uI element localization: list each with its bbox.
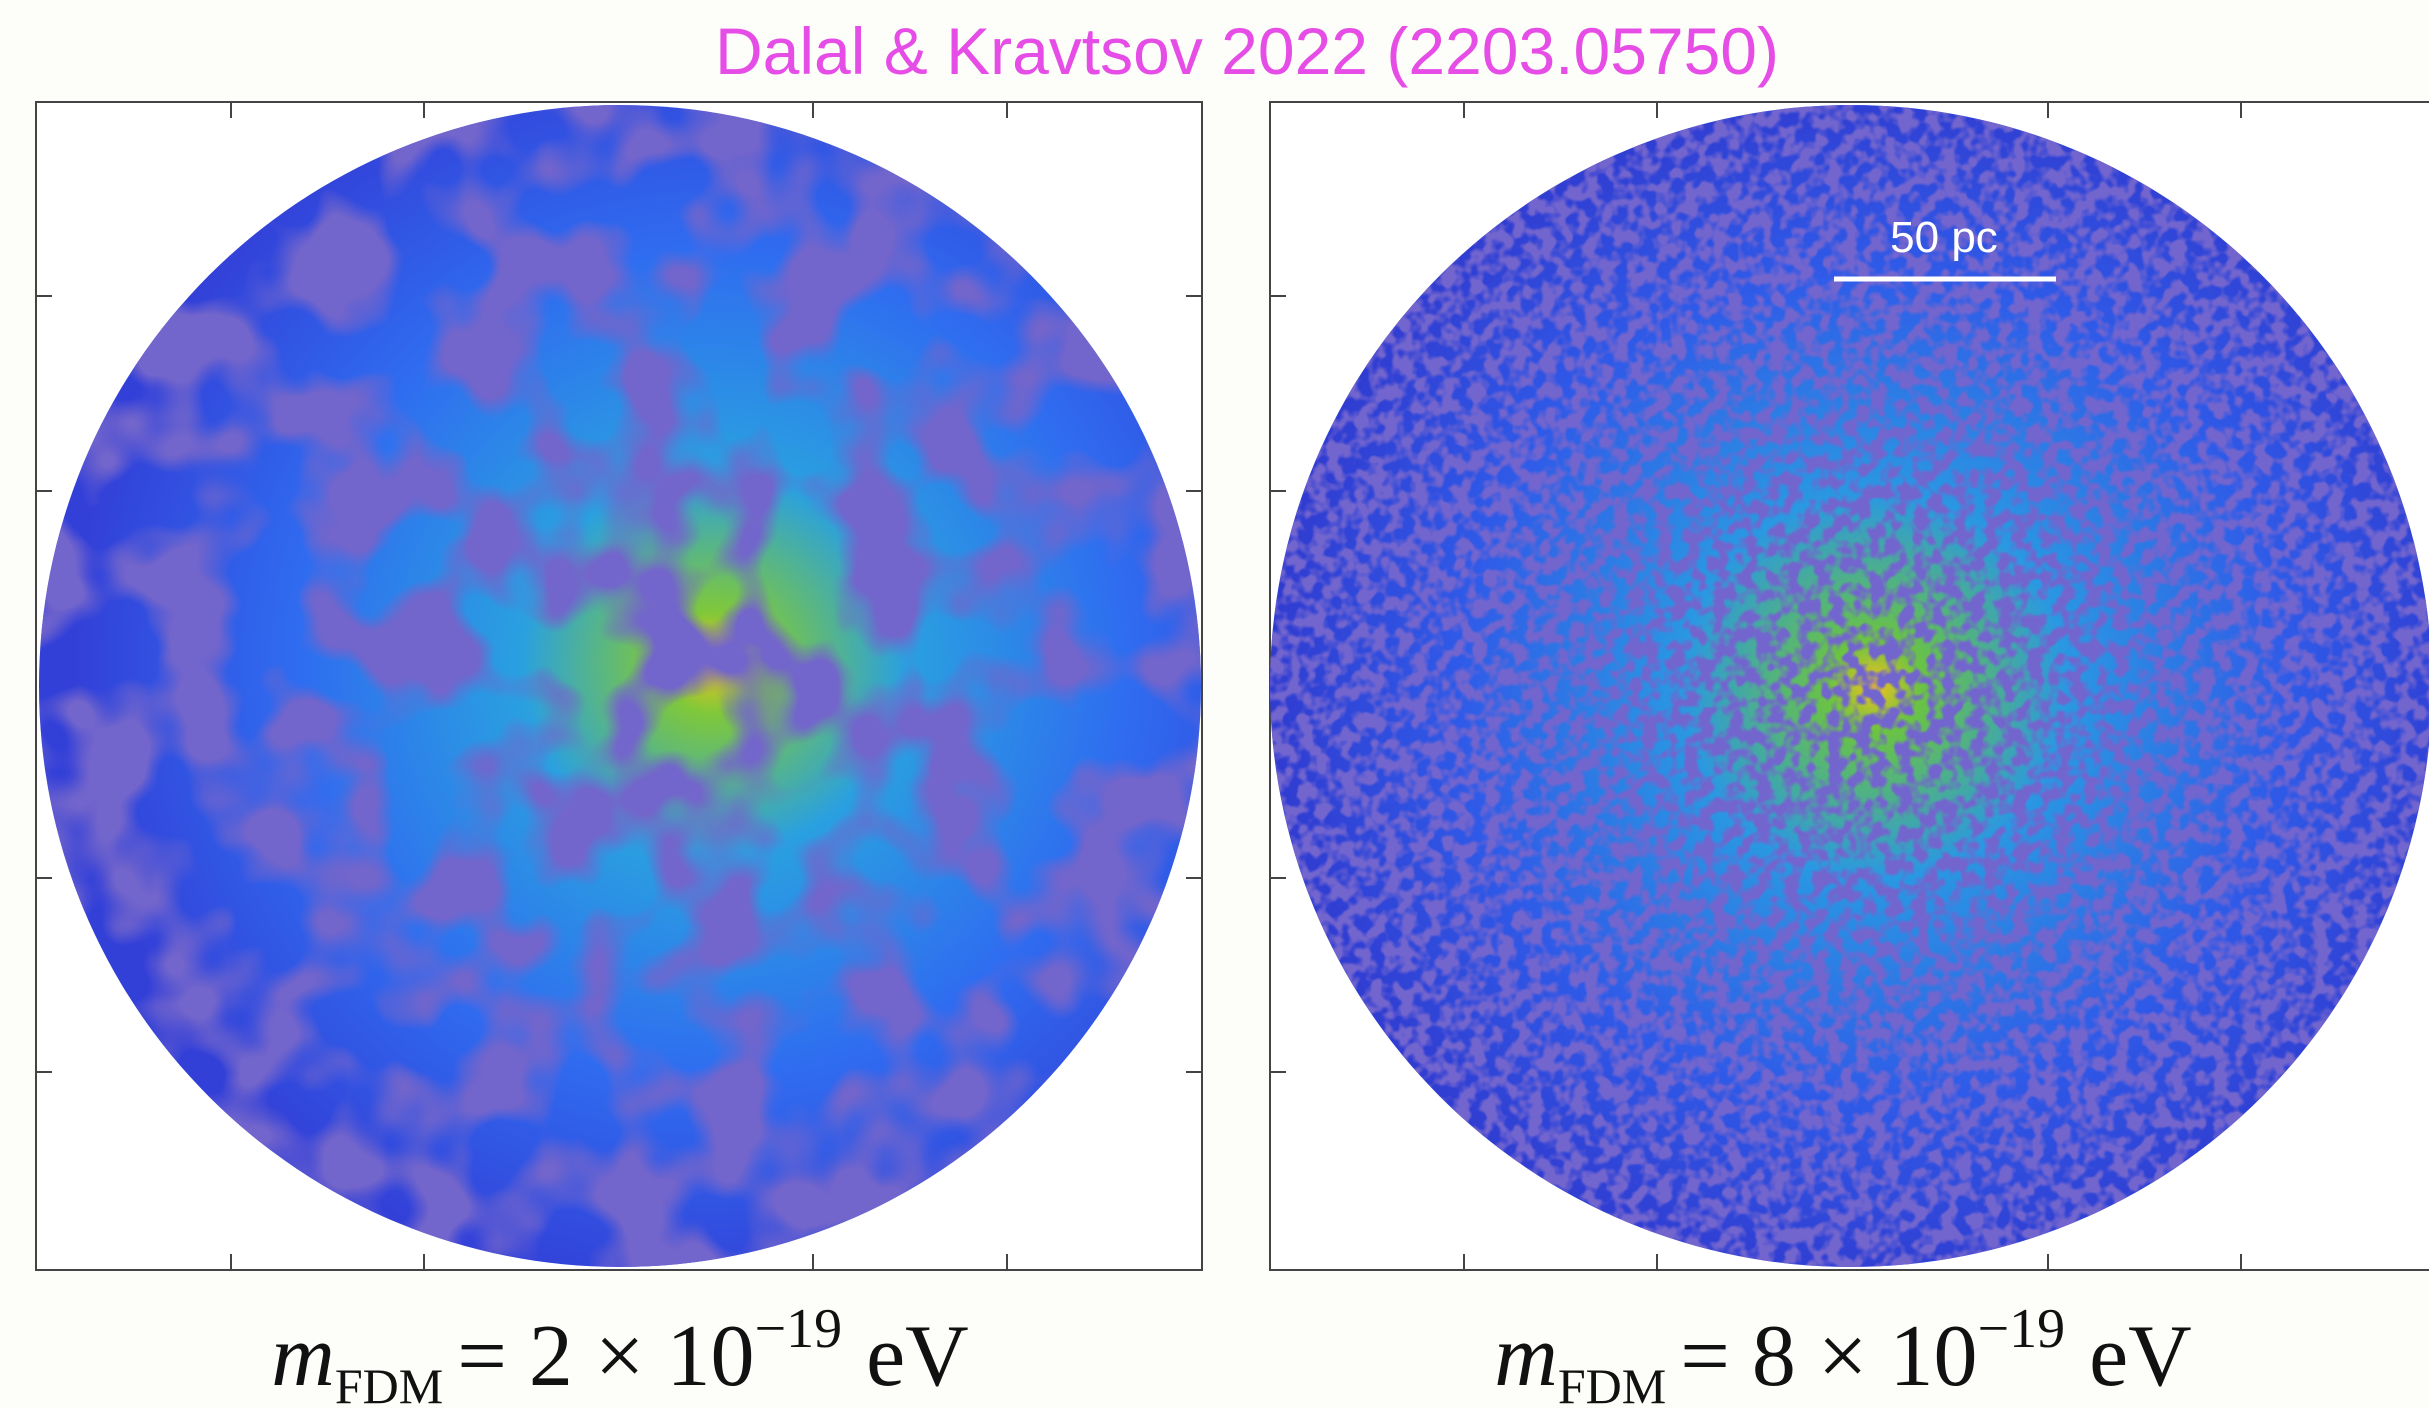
- symbol: m: [271, 1308, 335, 1405]
- unit: eV: [2089, 1308, 2192, 1405]
- scale-bar-label: 50 pc: [1890, 213, 1998, 262]
- subscript: FDM: [1558, 1358, 1666, 1408]
- panel-label: mFDM = 2 × 10−19 eV: [271, 1298, 968, 1408]
- exponent: −19: [755, 1298, 843, 1360]
- panel-label: mFDM = 8 × 10−19 eV: [1494, 1298, 2191, 1408]
- equation: = 2 × 10: [457, 1308, 754, 1405]
- unit: eV: [866, 1308, 969, 1405]
- density-noise: [39, 105, 1201, 1267]
- symbol: m: [1494, 1308, 1558, 1405]
- equation: = 8 × 10: [1680, 1308, 1977, 1405]
- subscript: FDM: [335, 1358, 443, 1408]
- figure: Dalal & Kravtsov 2022 (2203.05750) mFDM=…: [0, 0, 2429, 1408]
- exponent: −19: [1978, 1298, 2066, 1360]
- title: Dalal & Kravtsov 2022 (2203.05750): [715, 14, 1779, 88]
- panel: mFDM = 2 × 10−19 eV: [36, 102, 1202, 1408]
- panel: 50 pc mFDM = 8 × 10−19 eV: [1270, 102, 2429, 1408]
